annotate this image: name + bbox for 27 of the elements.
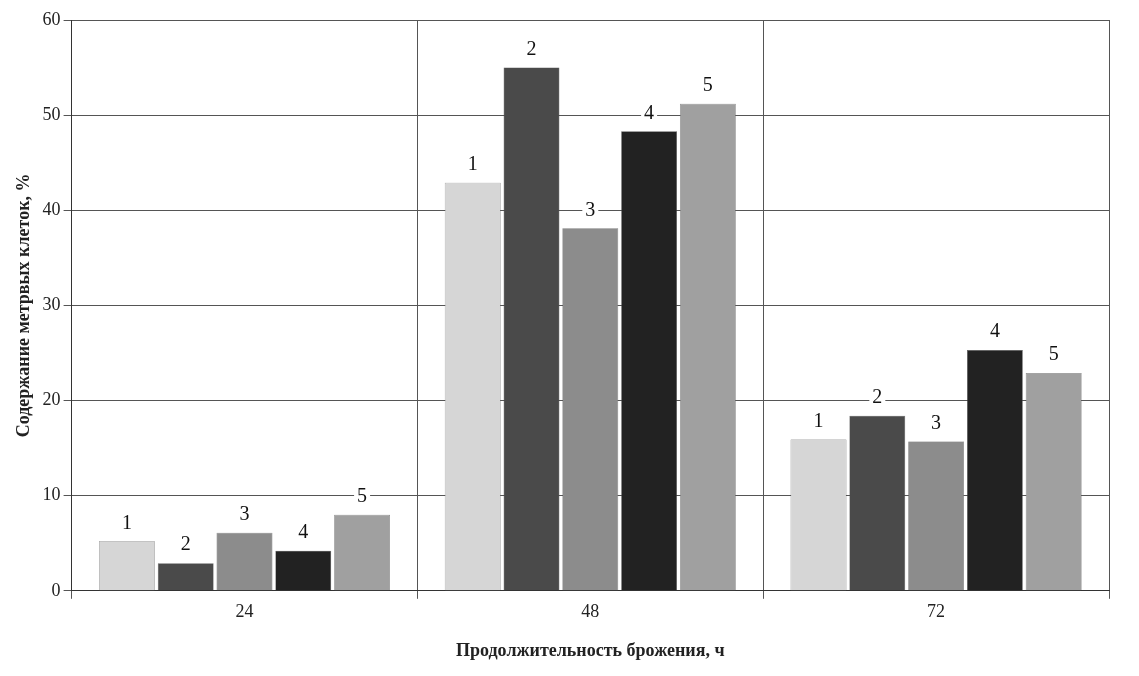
series-label: 2 xyxy=(526,36,537,59)
y-tick-label: 0 xyxy=(51,579,61,600)
x-tick-label: 72 xyxy=(927,601,946,622)
x-axis-title: Продолжительность брожения, ч xyxy=(456,639,725,660)
y-tick-label: 60 xyxy=(42,8,61,29)
text: 4 xyxy=(644,100,655,123)
text: 2 xyxy=(180,532,191,555)
text: 5 xyxy=(1048,342,1059,365)
x-tick-label: 48 xyxy=(581,601,600,622)
y-axis-title: Содержание метрвых клеток, % xyxy=(13,173,34,438)
text: 4 xyxy=(989,319,1000,342)
series-label: 5 xyxy=(702,72,713,95)
y-tick-label: 20 xyxy=(42,389,61,410)
y-tick-label: 50 xyxy=(42,103,61,124)
x-tick-label: 24 xyxy=(235,601,254,622)
text: 3 xyxy=(931,410,942,433)
series-label: 4 xyxy=(298,520,309,543)
y-tick-label: 40 xyxy=(42,199,61,219)
text: 5 xyxy=(357,483,368,506)
text: 1 xyxy=(467,151,478,174)
y-tick-label: 10 xyxy=(42,484,61,505)
y-tick-label: 30 xyxy=(42,294,61,315)
text: 2 xyxy=(872,385,883,407)
series-label: 3 xyxy=(239,502,250,525)
text: 3 xyxy=(585,197,596,220)
text: 1 xyxy=(813,408,824,431)
series-label: 1 xyxy=(121,510,132,533)
